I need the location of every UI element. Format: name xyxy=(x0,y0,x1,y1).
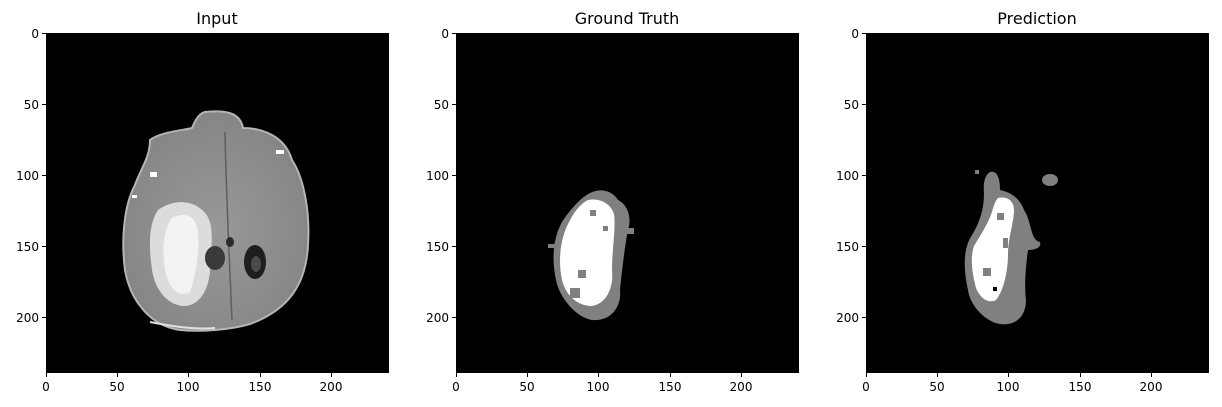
x-tick-label: 50 xyxy=(519,380,534,394)
y-tick-label: 150 xyxy=(16,240,39,254)
x-tick-label: 100 xyxy=(587,380,610,394)
mri-image xyxy=(122,110,310,332)
panel-title: Prediction xyxy=(997,9,1076,28)
y-axis: 0 50 100 150 200 xyxy=(836,27,866,325)
y-tick-label: 100 xyxy=(16,169,39,183)
panel-input: Input 0 xyxy=(16,9,389,394)
y-axis: 0 50 100 150 200 xyxy=(16,27,46,325)
y-tick-label: 0 xyxy=(851,27,859,41)
x-tick-label: 0 xyxy=(862,380,870,394)
y-tick-label: 0 xyxy=(31,27,39,41)
image-frame xyxy=(866,33,1209,373)
x-tick-label: 150 xyxy=(249,380,272,394)
y-tick-label: 200 xyxy=(426,311,449,325)
panel-title: Ground Truth xyxy=(575,9,680,28)
x-tick-label: 200 xyxy=(730,380,753,394)
x-axis: 0 50 100 150 200 xyxy=(862,373,1162,394)
y-tick-label: 100 xyxy=(836,169,859,183)
image-frame xyxy=(456,33,799,373)
prediction-mask xyxy=(964,170,1058,325)
y-axis: 0 50 100 150 200 xyxy=(426,27,456,325)
x-axis: 0 50 100 150 200 xyxy=(42,373,342,394)
y-tick-label: 200 xyxy=(16,311,39,325)
x-tick-label: 100 xyxy=(177,380,200,394)
panel-prediction: Prediction 0 50 100 150 200 xyxy=(836,9,1209,394)
y-tick-label: 50 xyxy=(24,98,39,112)
x-tick-label: 200 xyxy=(1140,380,1163,394)
x-axis: 0 50 100 150 200 xyxy=(452,373,752,394)
x-tick-label: 150 xyxy=(659,380,682,394)
y-tick-label: 150 xyxy=(426,240,449,254)
x-tick-label: 100 xyxy=(997,380,1020,394)
x-tick-label: 0 xyxy=(42,380,50,394)
ground-truth-mask xyxy=(548,190,634,321)
x-tick-label: 0 xyxy=(452,380,460,394)
y-tick-label: 200 xyxy=(836,311,859,325)
panel-ground-truth: Ground Truth 0 50 100 150 200 xyxy=(426,9,799,394)
y-tick-label: 150 xyxy=(836,240,859,254)
x-tick-label: 50 xyxy=(109,380,124,394)
panel-title: Input xyxy=(196,9,237,28)
y-tick-label: 50 xyxy=(434,98,449,112)
y-tick-label: 50 xyxy=(844,98,859,112)
y-tick-label: 0 xyxy=(441,27,449,41)
y-tick-label: 100 xyxy=(426,169,449,183)
x-tick-label: 150 xyxy=(1069,380,1092,394)
x-tick-label: 50 xyxy=(929,380,944,394)
x-tick-label: 200 xyxy=(320,380,343,394)
